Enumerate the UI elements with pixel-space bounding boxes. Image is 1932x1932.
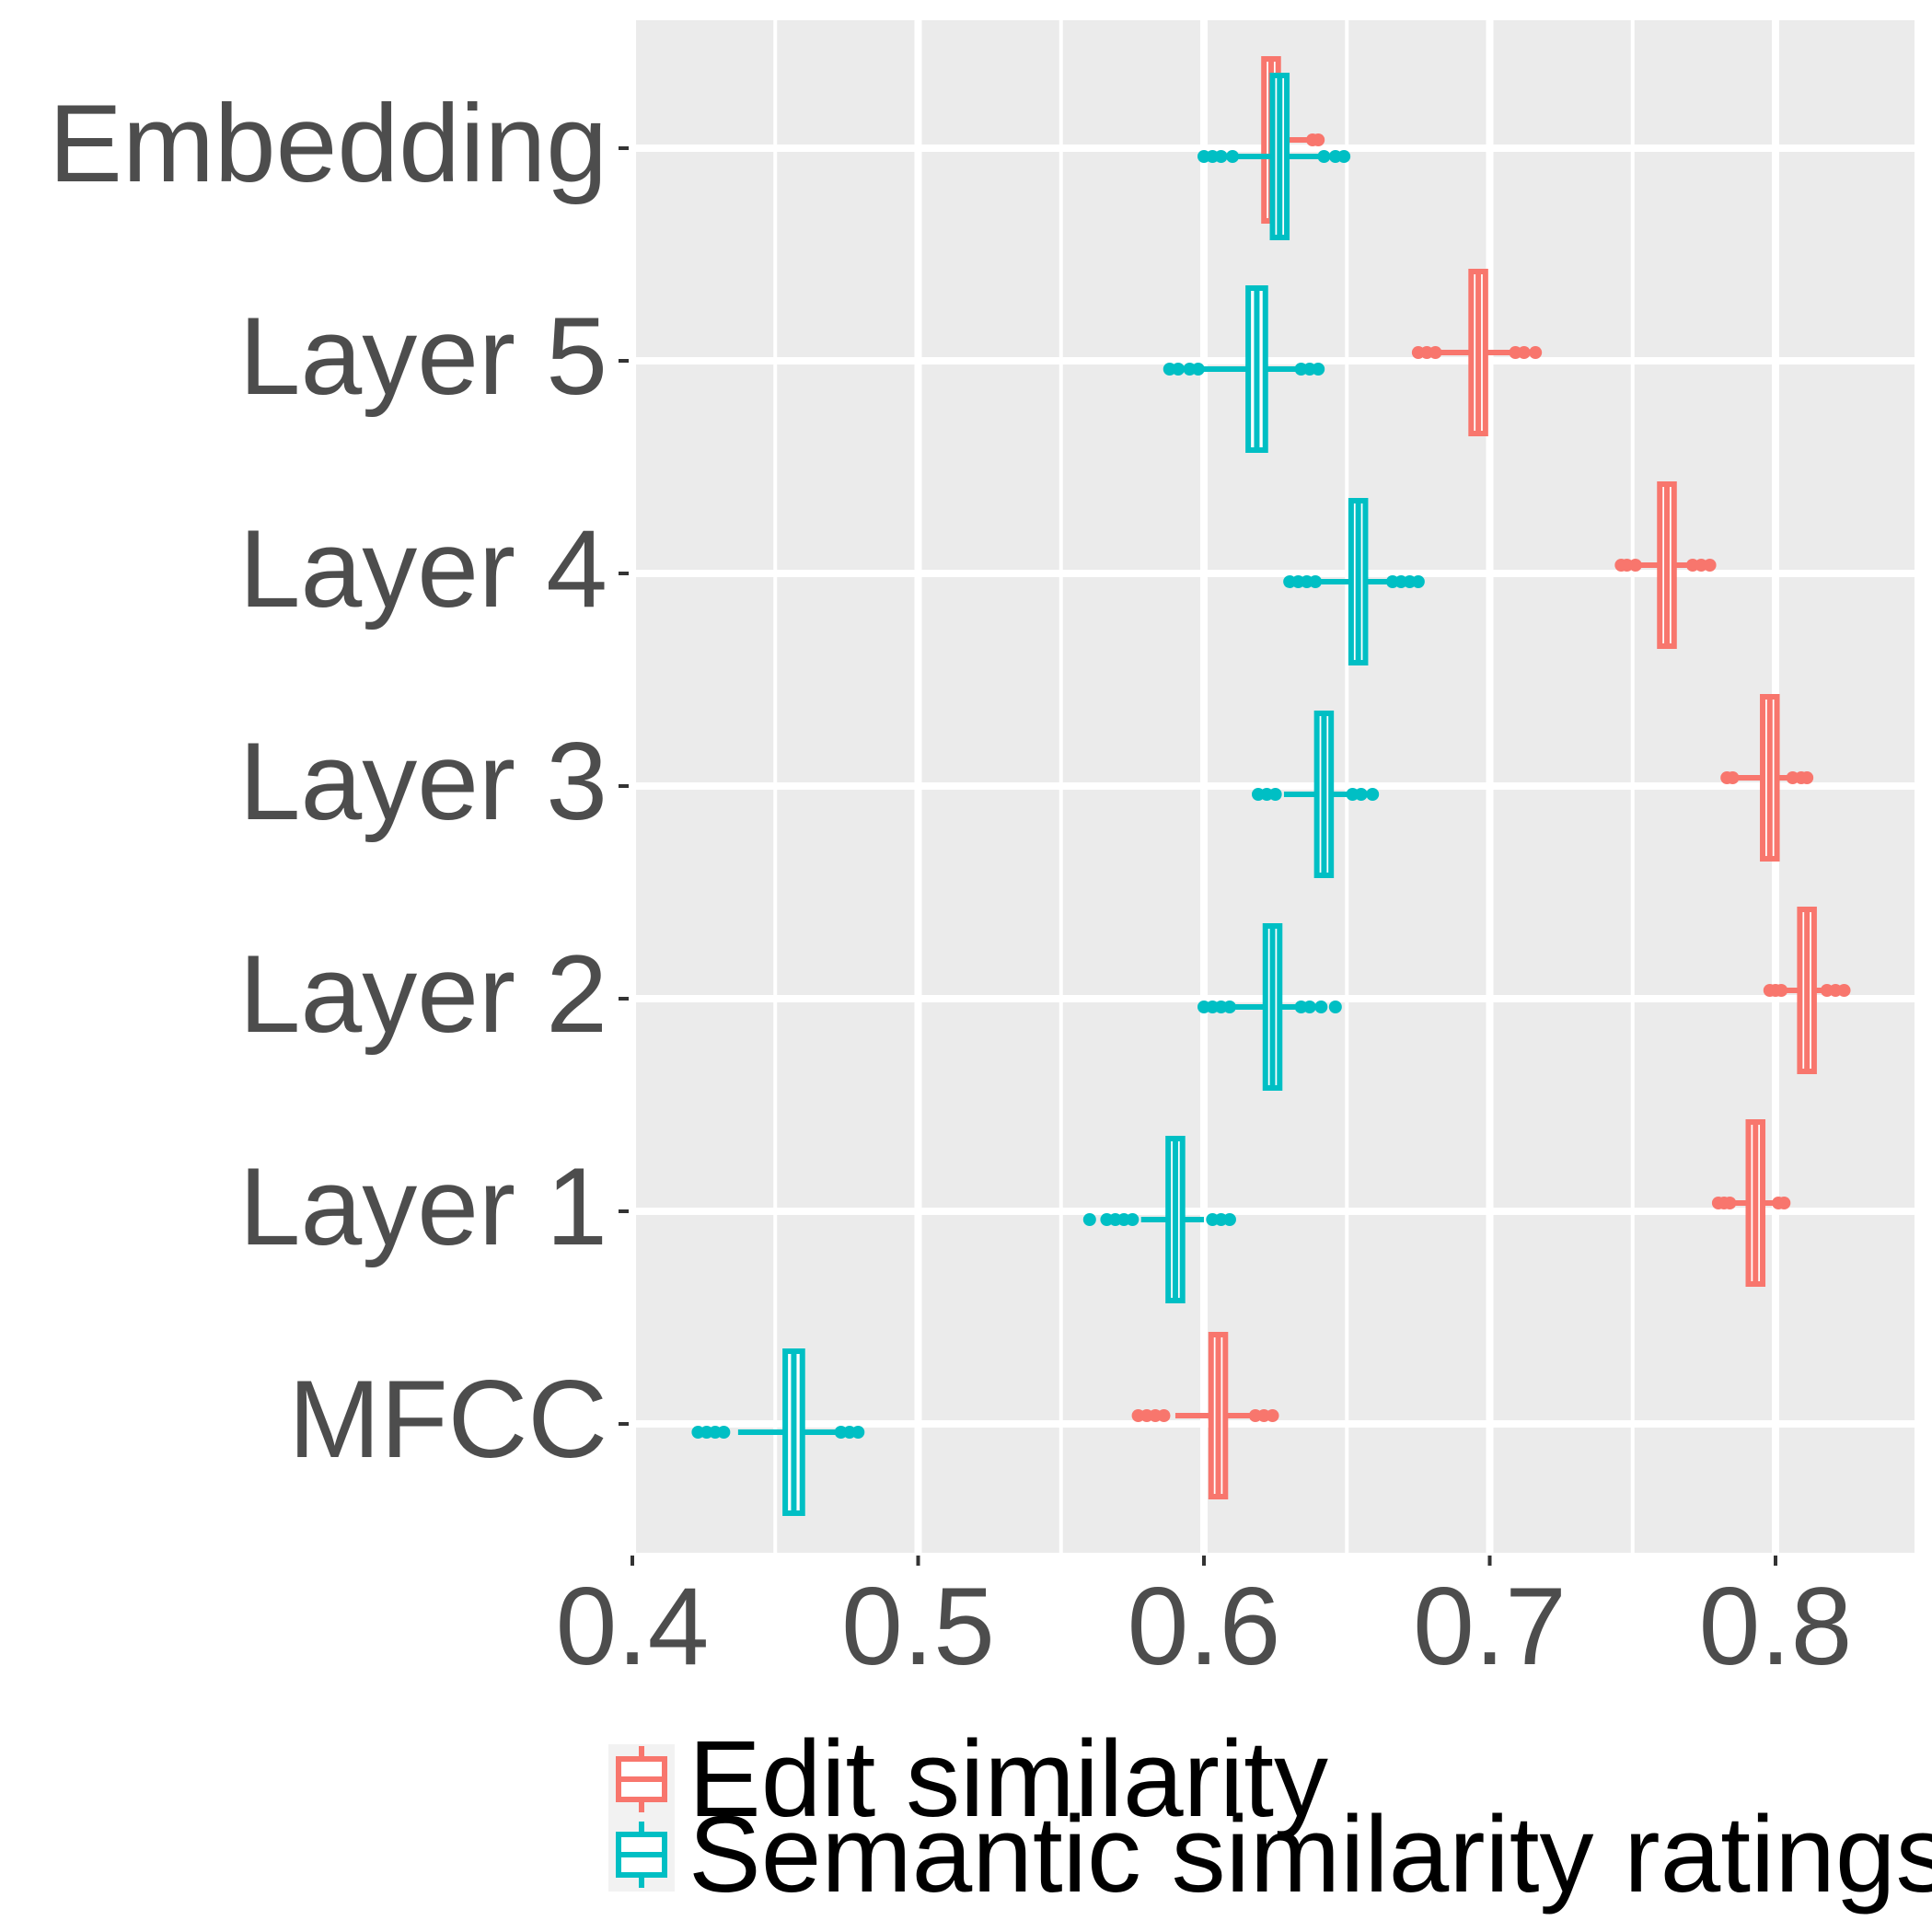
outlier-point [1517, 346, 1531, 359]
outlier-point [1800, 771, 1814, 784]
outlier-point [1411, 575, 1425, 588]
outlier-point [1837, 984, 1851, 997]
box-layer-1 [1082, 1136, 1236, 1303]
outlier-point [1226, 150, 1240, 163]
outlier-point [1337, 150, 1351, 163]
outlier-point [1529, 346, 1543, 359]
x-tick-label: 0.8 [1699, 1565, 1853, 1688]
outlier-point [1157, 1409, 1171, 1422]
box-layer-4 [1283, 498, 1425, 665]
box-series-group [691, 56, 1851, 1516]
outlier-point [1309, 575, 1323, 588]
legend-item: Semantic similarity ratings [616, 1794, 1932, 1915]
x-tick-label: 0.7 [1413, 1565, 1567, 1688]
legend-key-boxplot-icon [616, 1746, 667, 1812]
y-tick-label: Layer 4 [239, 507, 607, 631]
y-tick-label: MFCC [288, 1358, 607, 1481]
outlier-point [1268, 788, 1282, 801]
y-tick-label: Embedding [49, 82, 607, 205]
outlier-point [1172, 363, 1186, 376]
outlier-point [717, 1426, 731, 1439]
outlier-point [1082, 1213, 1096, 1226]
outlier-point [1312, 363, 1325, 376]
legend-label: Edit similarity [688, 1718, 1328, 1840]
series-edit-similarity [1131, 56, 1851, 1499]
outlier-point [1317, 150, 1331, 163]
box-layer-5 [1411, 269, 1543, 436]
outlier-point [1723, 1197, 1737, 1209]
outlier-point [1775, 984, 1788, 997]
box-mfcc [691, 1348, 865, 1516]
series-semantic-similarity-ratings [691, 73, 1425, 1516]
outlier-point [1328, 1001, 1342, 1013]
x-tick-label: 0.5 [841, 1565, 995, 1688]
x-axis: 0.4 0.5 0.6 0.7 0.8 [556, 1556, 1853, 1688]
outlier-point [1222, 1001, 1236, 1013]
box-layer-5 [1163, 285, 1325, 453]
outlier-point [1726, 771, 1740, 784]
box-layer-4 [1614, 481, 1717, 649]
outlier-point [1222, 1213, 1236, 1226]
outlier-point [1126, 1213, 1140, 1226]
outlier-point [1312, 133, 1325, 146]
outlier-point [1214, 150, 1228, 163]
y-tick-label: Layer 1 [239, 1145, 607, 1268]
y-tick-label: Layer 5 [239, 295, 607, 418]
outlier-point [1366, 788, 1380, 801]
y-axis: Embedding Layer 5 Layer 4 Layer 3 Layer 2 Lay… [49, 82, 629, 1481]
y-tick-label: Layer 3 [239, 720, 607, 843]
outlier-point [1302, 1001, 1316, 1013]
y-tick-label: Layer 2 [239, 932, 607, 1056]
box-layer-1 [1711, 1119, 1791, 1287]
box-layer-2 [1763, 907, 1851, 1074]
outlier-point [1777, 1197, 1791, 1209]
box-mfcc [1131, 1332, 1279, 1499]
box-layer-2 [1197, 923, 1342, 1091]
x-tick-label: 0.6 [1128, 1565, 1281, 1688]
outlier-point [1628, 559, 1642, 572]
legend-item: Edit similarity [616, 1718, 1328, 1840]
box-layer-3 [1720, 694, 1814, 862]
outlier-point [1314, 1001, 1328, 1013]
x-tick-label: 0.4 [556, 1565, 710, 1688]
outlier-point [1703, 559, 1717, 572]
outlier-point [1191, 363, 1205, 376]
legend-label: Semantic similarity ratings [688, 1794, 1932, 1915]
legend-key-boxplot-icon [616, 1822, 667, 1888]
box-embedding [1197, 73, 1351, 240]
outlier-point [1354, 788, 1368, 801]
box-layer-3 [1251, 711, 1380, 878]
outlier-point [851, 1426, 865, 1439]
outlier-point [1266, 1409, 1279, 1422]
outlier-point [1429, 346, 1442, 359]
